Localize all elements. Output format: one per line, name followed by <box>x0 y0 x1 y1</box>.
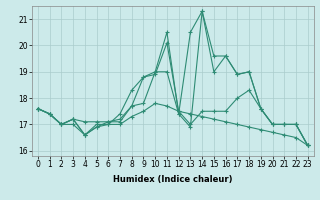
X-axis label: Humidex (Indice chaleur): Humidex (Indice chaleur) <box>113 175 233 184</box>
